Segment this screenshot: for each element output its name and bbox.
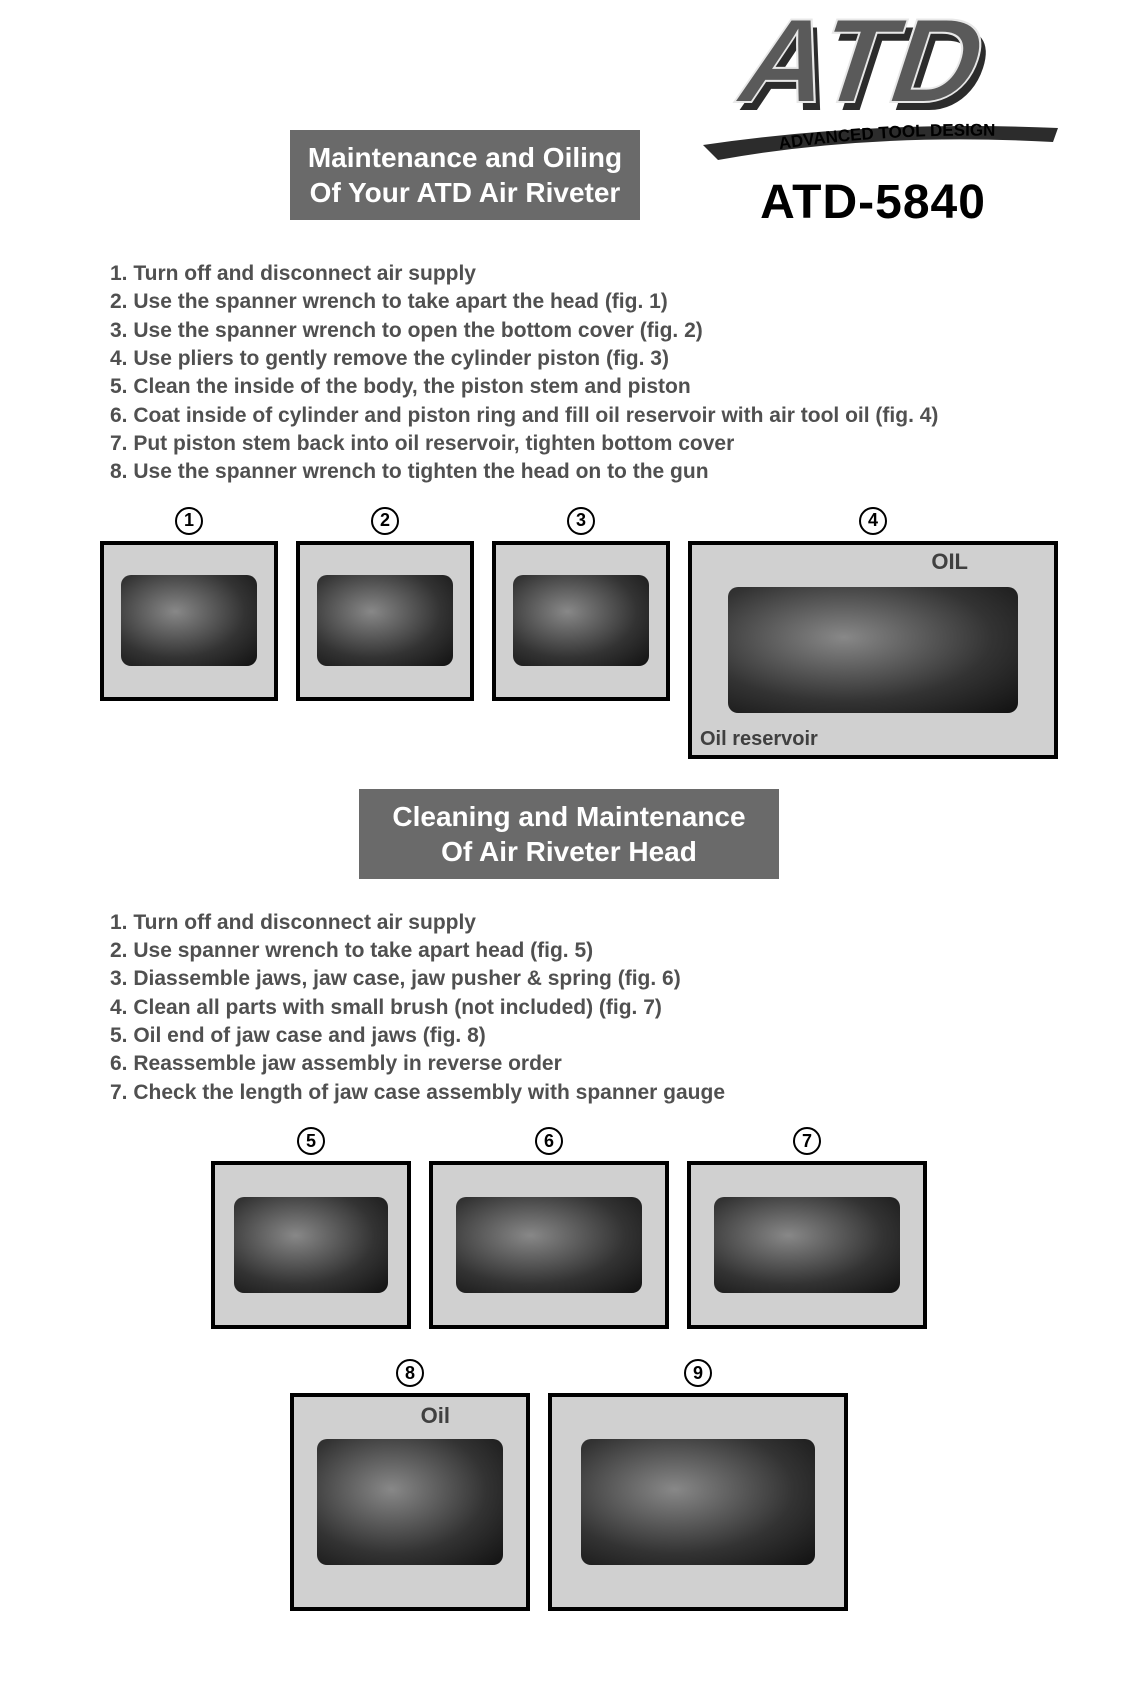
figure-cell: 1 bbox=[100, 507, 278, 701]
figure-placeholder-icon bbox=[714, 1197, 900, 1293]
figure-number: 1 bbox=[175, 507, 203, 535]
logo-block: ATD ATD ADVANCED TOOL DESIGN ATD-5840 bbox=[648, 10, 1098, 230]
section1-step: 2. Use the spanner wrench to take apart … bbox=[110, 288, 1138, 316]
figure-number: 9 bbox=[684, 1359, 712, 1387]
figure-placeholder-icon bbox=[581, 1439, 815, 1565]
section2-step: 6. Reassemble jaw assembly in reverse or… bbox=[110, 1050, 1138, 1078]
section2-title-line1: Cleaning and Maintenance bbox=[392, 801, 745, 832]
figure-label: OIL bbox=[931, 549, 968, 575]
section1-step: 8. Use the spanner wrench to tighten the… bbox=[110, 458, 1138, 486]
figure-box bbox=[296, 541, 474, 701]
figure-placeholder-icon bbox=[234, 1197, 388, 1293]
figure-placeholder-icon bbox=[121, 575, 257, 666]
figure-placeholder-icon bbox=[317, 575, 453, 666]
section1-step: 3. Use the spanner wrench to open the bo… bbox=[110, 317, 1138, 345]
figure-box bbox=[492, 541, 670, 701]
section1-title-banner: Maintenance and Oiling Of Your ATD Air R… bbox=[290, 130, 640, 220]
section1-steps: 1. Turn off and disconnect air supply2. … bbox=[110, 260, 1138, 487]
figure-number: 3 bbox=[567, 507, 595, 535]
section2-step: 4. Clean all parts with small brush (not… bbox=[110, 994, 1138, 1022]
figure-cell: 4 OIL Oil reservoir bbox=[688, 507, 1058, 759]
section1-step: 1. Turn off and disconnect air supply bbox=[110, 260, 1138, 288]
figure-number: 7 bbox=[793, 1127, 821, 1155]
model-number: ATD-5840 bbox=[760, 175, 986, 230]
figure-box bbox=[548, 1393, 848, 1611]
figure-box bbox=[687, 1161, 927, 1329]
svg-text:ATD: ATD bbox=[723, 10, 1004, 128]
figure-cell: 3 bbox=[492, 507, 670, 701]
figure-box bbox=[100, 541, 278, 701]
figure-cell: 9 bbox=[548, 1359, 848, 1611]
section2-step: 5. Oil end of jaw case and jaws (fig. 8) bbox=[110, 1022, 1138, 1050]
figure-cell: 2 bbox=[296, 507, 474, 701]
figure-label: Oil reservoir bbox=[700, 728, 818, 751]
section2-title-line2: Of Air Riveter Head bbox=[441, 836, 697, 867]
section1-title-line2: Of Your ATD Air Riveter bbox=[310, 177, 621, 208]
figure-cell: 5 bbox=[211, 1127, 411, 1329]
section2-figures-row1: 5 6 7 bbox=[0, 1127, 1138, 1329]
figure-cell: 7 bbox=[687, 1127, 927, 1329]
figure-placeholder-icon bbox=[513, 575, 649, 666]
section1-step: 7. Put piston stem back into oil reservo… bbox=[110, 430, 1138, 458]
section2-step: 1. Turn off and disconnect air supply bbox=[110, 909, 1138, 937]
header: Maintenance and Oiling Of Your ATD Air R… bbox=[0, 10, 1138, 230]
atd-logo-icon: ATD ATD ADVANCED TOOL DESIGN bbox=[658, 10, 1088, 180]
section2-step: 3. Diassemble jaws, jaw case, jaw pusher… bbox=[110, 965, 1138, 993]
section2-step: 7. Check the length of jaw case assembly… bbox=[110, 1079, 1138, 1107]
figure-number: 4 bbox=[859, 507, 887, 535]
figure-placeholder-icon bbox=[728, 587, 1018, 713]
figure-box bbox=[211, 1161, 411, 1329]
section2-figures-row2: 8 Oil 9 bbox=[0, 1359, 1138, 1611]
figure-number: 5 bbox=[297, 1127, 325, 1155]
figure-cell: 6 bbox=[429, 1127, 669, 1329]
figure-box: Oil bbox=[290, 1393, 530, 1611]
figure-label: Oil bbox=[421, 1403, 450, 1429]
section2-step: 2. Use spanner wrench to take apart head… bbox=[110, 937, 1138, 965]
figure-box bbox=[429, 1161, 669, 1329]
figure-number: 8 bbox=[396, 1359, 424, 1387]
section2-steps: 1. Turn off and disconnect air supply2. … bbox=[110, 909, 1138, 1107]
section1-step: 4. Use pliers to gently remove the cylin… bbox=[110, 345, 1138, 373]
figure-number: 2 bbox=[371, 507, 399, 535]
section1-step: 6. Coat inside of cylinder and piston ri… bbox=[110, 402, 1138, 430]
section1-step: 5. Clean the inside of the body, the pis… bbox=[110, 373, 1138, 401]
section1-figures: 1 2 3 4 OIL Oil reservoir bbox=[100, 507, 1138, 759]
figure-placeholder-icon bbox=[317, 1439, 503, 1565]
figure-placeholder-icon bbox=[456, 1197, 642, 1293]
section2-title-banner: Cleaning and Maintenance Of Air Riveter … bbox=[359, 789, 779, 879]
figure-number: 6 bbox=[535, 1127, 563, 1155]
section1-title-line1: Maintenance and Oiling bbox=[308, 142, 622, 173]
figure-cell: 8 Oil bbox=[290, 1359, 530, 1611]
figure-box: OIL Oil reservoir bbox=[688, 541, 1058, 759]
